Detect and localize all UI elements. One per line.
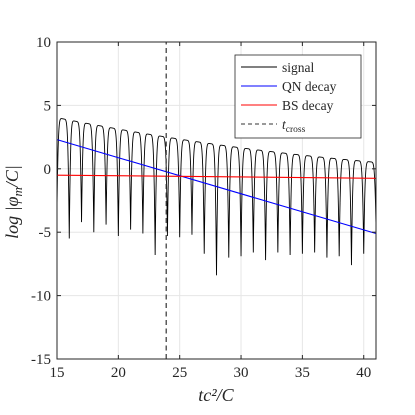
x-tick-label: 40 (356, 365, 371, 381)
axes-box (56, 41, 377, 360)
x-axis-label: tc²/C (198, 385, 234, 405)
x-tick-label: 35 (295, 365, 310, 381)
x-tick-label: 25 (172, 365, 187, 381)
y-tick-label: -15 (31, 352, 51, 368)
plot-area (56, 42, 377, 359)
x-tick-label: 20 (111, 365, 126, 381)
legend-item-qn-decay-label: QN decay (282, 79, 337, 94)
legend-item-signal-label: signal (282, 60, 314, 75)
y-tick-label: -10 (31, 289, 51, 305)
y-tick-label: 5 (44, 98, 52, 114)
signal-line (56, 118, 377, 276)
x-tick-label: 30 (234, 365, 249, 381)
y-tick-label: -5 (39, 225, 52, 241)
legend-item-bs-decay-label: BS decay (282, 98, 334, 113)
qn-decay-line (56, 139, 377, 234)
bs-decay-line (56, 174, 377, 179)
axes: 15 20 25 30 35 40 10 5 0 -5 -10 -15 (31, 35, 377, 381)
y-axis-label: log |φm/C| (2, 165, 25, 239)
y-tick-label: 10 (36, 35, 51, 51)
x-tick-label: 15 (50, 365, 65, 381)
legend: signal QN decay BS decay tcross (234, 54, 362, 139)
y-tick-label: 0 (44, 162, 52, 178)
legend-item-t-cross-label: tcross (282, 117, 306, 135)
